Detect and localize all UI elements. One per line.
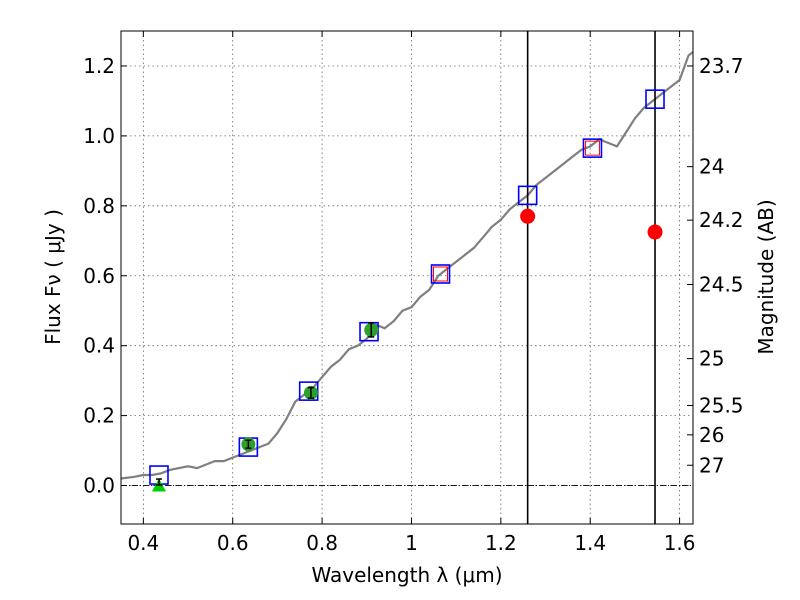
red-square-point	[584, 140, 600, 156]
y2-tick-label: 27	[699, 453, 724, 477]
x-tick-label: 1	[405, 531, 418, 555]
x-tick-label: 0.4	[127, 531, 159, 555]
y2-tick-label: 25.5	[699, 393, 744, 417]
y-tick-label: 1.2	[83, 54, 115, 78]
red-circle-point	[647, 224, 663, 240]
spectrum-line	[121, 51, 693, 480]
x-tick-label: 1.6	[664, 531, 696, 555]
x-axis-title: Wavelength λ (μm)	[311, 563, 502, 587]
y2-tick-label: 24.2	[699, 208, 744, 232]
plot-frame	[120, 30, 694, 525]
x-tick-label: 0.8	[306, 531, 338, 555]
grid-lines	[121, 31, 693, 524]
y2-tick-label: 25	[699, 347, 724, 371]
y-tick-label: 0.2	[83, 404, 115, 428]
y-tick-label: 1.0	[83, 124, 115, 148]
y-axis-title: Flux Fν ( μJy )	[41, 209, 65, 345]
x-tick-label: 1.4	[574, 531, 606, 555]
y-tick-label: 0.6	[83, 264, 115, 288]
y2-tick-label: 24.5	[699, 272, 744, 296]
y-tick-label: 0.4	[83, 334, 115, 358]
y2-tick-label: 24	[699, 155, 724, 179]
y-tick-label: 0.0	[83, 474, 115, 498]
model-square-point	[517, 185, 538, 206]
plot-area	[121, 31, 693, 524]
y2-tick-label: 26	[699, 423, 724, 447]
model-square-point	[430, 264, 451, 284]
ticks: 0.4 0.6 0.8 1 1.2 1.4 1.6 0.0 0.2 0.4 0.6 0.8 1.0 1.2…	[83, 31, 744, 555]
model-square-point	[582, 138, 603, 158]
model-square-point	[645, 89, 665, 109]
y2-tick-label: 23.7	[699, 54, 744, 78]
red-circle-point	[520, 208, 536, 224]
y2-axis-title: Magnitude (AB)	[754, 199, 778, 354]
x-tick-label: 1.2	[485, 531, 517, 555]
x-tick-label: 0.6	[217, 531, 249, 555]
y-tick-label: 0.8	[83, 194, 115, 218]
red-square-point	[433, 266, 449, 282]
